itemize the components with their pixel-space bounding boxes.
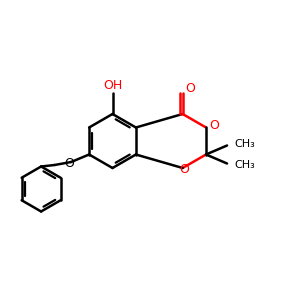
Text: O: O [209,119,219,133]
Text: CH₃: CH₃ [235,139,255,149]
Text: O: O [179,163,189,176]
Text: O: O [186,82,196,95]
Text: CH₃: CH₃ [235,160,255,170]
Text: OH: OH [103,79,122,92]
Text: O: O [65,157,75,170]
